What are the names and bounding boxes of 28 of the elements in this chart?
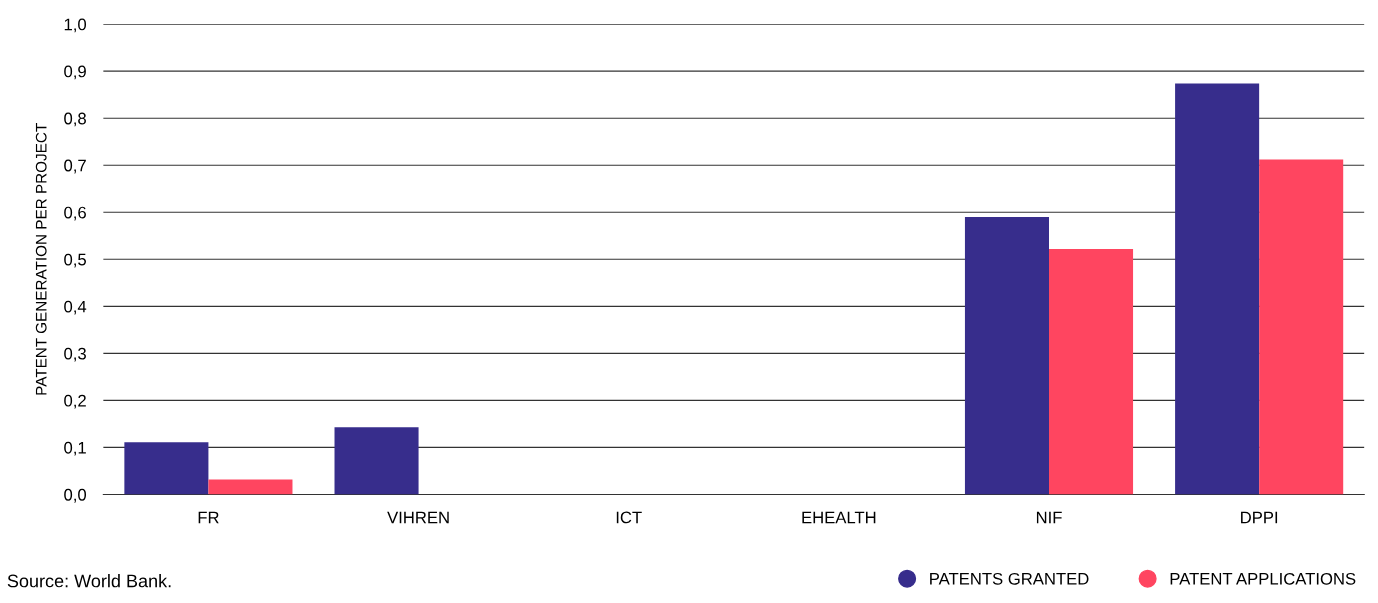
bar [1049, 248, 1134, 495]
x-tick-label: VIHREN [387, 511, 449, 524]
y-tick-label: 0,4 [64, 300, 87, 315]
y-tick-label: 0,5 [64, 253, 86, 268]
bar [1259, 159, 1344, 495]
x-tick-label: NIF [1036, 511, 1062, 524]
x-tick-label: DPPI [1241, 511, 1278, 524]
y-tick-label: 0,8 [64, 112, 86, 127]
y-axis-title: PATENT GENERATION PER PROJECT [35, 123, 47, 395]
x-tick-label: FR [198, 511, 219, 524]
bar [964, 216, 1049, 495]
y-tick-label: 0,3 [64, 347, 86, 362]
bar [208, 479, 293, 495]
bar [1175, 83, 1260, 495]
bar [334, 427, 419, 495]
source-note: Source: World Bank. [7, 574, 171, 588]
y-tick-label: 0,9 [64, 65, 86, 80]
bar [124, 442, 209, 495]
y-tick-label: 0,0 [64, 488, 87, 503]
y-tick-label: 0,2 [64, 394, 86, 409]
y-tick-label: 1,0 [64, 18, 87, 33]
legend-label: PATENT APPLICATIONS [1170, 572, 1356, 585]
y-tick-label: 0,6 [64, 206, 86, 221]
x-tick-label: EHEALTH [802, 511, 876, 524]
x-tick-label: ICT [616, 511, 642, 524]
y-tick-label: 0,1 [64, 441, 86, 456]
legend-label: PATENTS GRANTED [930, 572, 1089, 585]
y-tick-label: 0,7 [64, 159, 86, 174]
